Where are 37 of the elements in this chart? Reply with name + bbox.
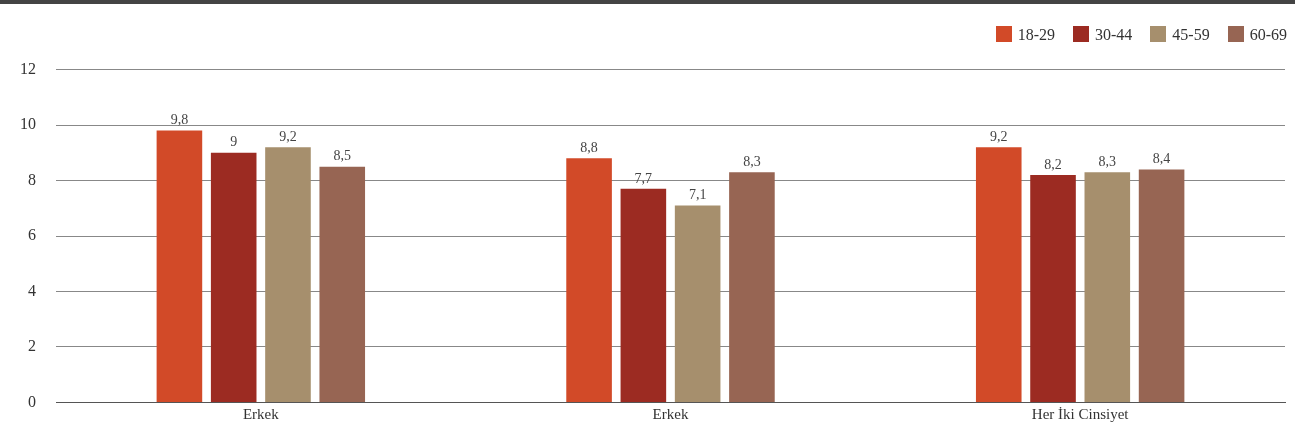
legend-label: 18-29 [1016,26,1056,44]
bar [1030,174,1076,402]
bar [975,147,1022,402]
data-label: 9,2 [990,128,1008,144]
y-tick-label: 2 [28,337,36,355]
y-tick-label: 12 [20,59,36,77]
x-tick-label: Her İki Cinsiyet [1031,406,1130,423]
data-label: 8,2 [1044,156,1062,172]
y-tick-label: 0 [28,392,36,410]
y-tick-label: 8 [28,170,36,188]
bar [620,188,667,402]
bar [319,166,366,402]
y-tick-label: 6 [28,226,36,244]
x-tick-label: Erkek [242,406,280,423]
x-tick-label: Erkek [652,406,689,423]
bar [674,205,721,402]
bar [566,158,612,402]
data-label: 9 [230,134,238,150]
data-label: 8,5 [333,148,351,164]
legend-label: 60-69 [1248,26,1287,44]
data-label: 8,8 [580,140,598,156]
bar [265,147,311,402]
legend-label: 30-44 [1094,26,1133,44]
bar [1084,172,1131,402]
data-label: 8,3 [1098,153,1117,169]
bar [729,172,775,402]
y-tick-label: 10 [20,115,36,133]
data-label: 8,3 [743,153,761,169]
bar [1138,169,1185,402]
data-label: 9,2 [279,128,297,144]
data-label: 8,4 [1152,151,1171,167]
y-tick-label: 4 [28,281,36,299]
bar [210,152,257,402]
bar [156,130,203,402]
data-label: 9,8 [170,112,189,128]
legend-label: 45-59 [1171,26,1210,44]
data-label: 7,1 [688,187,707,203]
